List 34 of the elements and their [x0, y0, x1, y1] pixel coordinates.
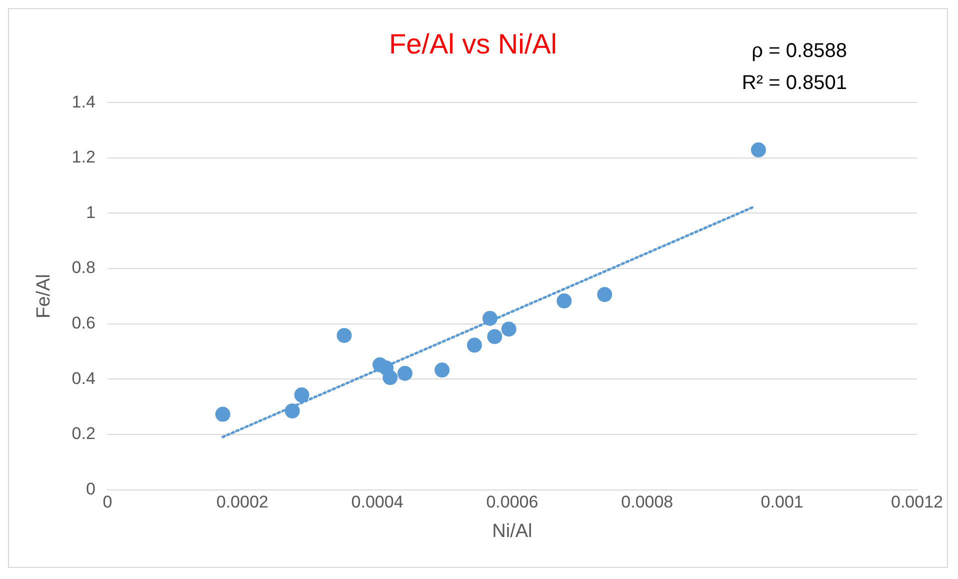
y-axis-title: Fe/Al — [34, 274, 55, 318]
x-tick-label: 0.0004 — [351, 492, 404, 512]
point — [294, 387, 310, 402]
x-tick-label: 0.0012 — [891, 492, 943, 512]
x-tick-label: 0.0002 — [216, 492, 268, 512]
x-tick-label: 0.0008 — [621, 492, 674, 512]
y-tick-label: 0.8 — [72, 258, 96, 278]
point — [336, 328, 352, 343]
y-tick-label: 1.2 — [72, 148, 96, 167]
point — [284, 403, 300, 418]
chart-title: Fe/Al vs Ni/Al — [388, 28, 558, 60]
point — [750, 142, 766, 158]
point — [382, 370, 398, 386]
point — [501, 322, 516, 337]
point — [482, 310, 498, 326]
y-tick-label: 1 — [86, 202, 96, 222]
y-tick-label: 0.2 — [72, 424, 96, 444]
y-tick-label: 1.4 — [72, 92, 96, 112]
text: R² = 0.8501 — [742, 72, 847, 94]
point — [215, 406, 230, 422]
point — [397, 366, 412, 381]
y-tick-label: 0.4 — [72, 368, 96, 388]
point — [466, 338, 482, 353]
text: ρ = 0.8588 — [752, 40, 847, 62]
y-tick-label: 0.6 — [72, 314, 96, 333]
y-tick-label: 0 — [86, 479, 96, 498]
point — [556, 293, 572, 308]
x-tick-label: 0.001 — [760, 492, 804, 512]
x-axis-title: Ni/Al — [492, 520, 532, 542]
x-tick-label: 0 — [102, 492, 112, 512]
point — [434, 362, 450, 378]
point — [487, 329, 502, 344]
x-tick-label: 0.0006 — [486, 492, 538, 512]
point — [597, 287, 612, 302]
